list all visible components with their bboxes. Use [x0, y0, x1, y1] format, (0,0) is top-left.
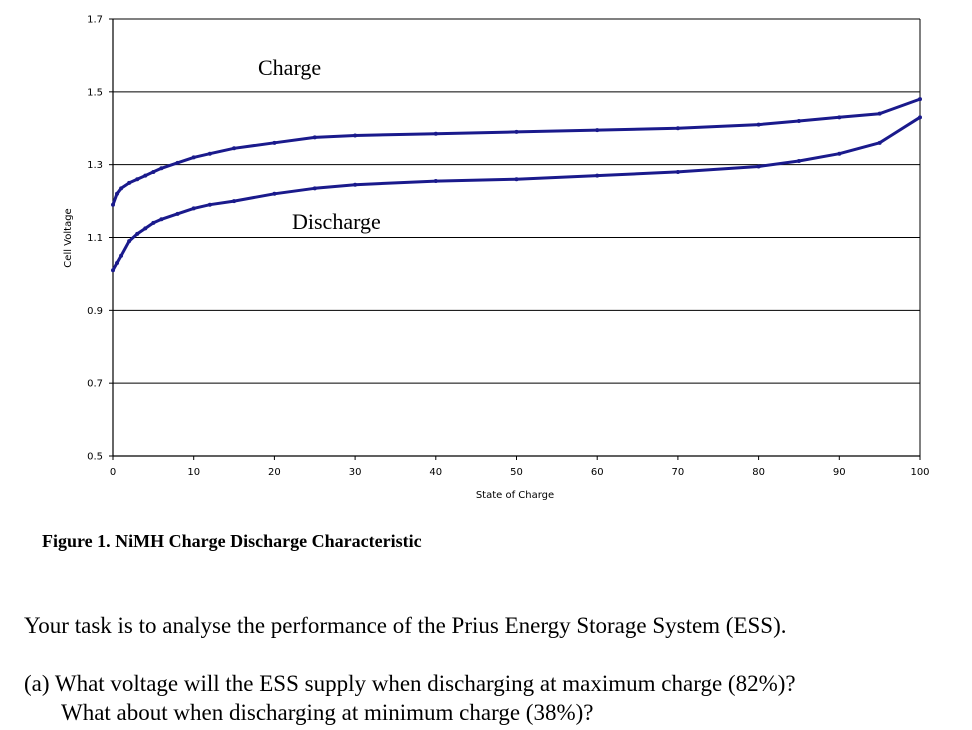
data-point-discharge — [175, 211, 180, 216]
data-point-charge — [796, 118, 801, 123]
data-point-discharge — [135, 231, 140, 236]
series-label-charge: Charge — [258, 55, 321, 80]
y-tick-label: 1.5 — [87, 87, 103, 98]
data-point-charge — [151, 169, 156, 174]
series-line-charge — [111, 97, 921, 206]
data-point-discharge — [207, 202, 212, 207]
data-point-charge — [312, 135, 317, 140]
y-tick-label: 1.7 — [87, 15, 103, 26]
data-point-charge — [595, 128, 600, 133]
data-point-discharge — [151, 220, 156, 225]
data-point-charge — [353, 133, 358, 138]
data-point-charge — [119, 186, 124, 191]
data-point-discharge — [675, 169, 680, 174]
data-point-charge — [159, 166, 164, 171]
data-point-discharge — [111, 268, 115, 273]
x-tick-label: 80 — [752, 467, 765, 478]
x-tick-label: 10 — [187, 467, 200, 478]
data-point-discharge — [191, 206, 196, 211]
task-text: Your task is to analyse the performance … — [24, 613, 787, 638]
data-point-charge — [837, 115, 842, 120]
x-tick-label: 20 — [268, 467, 281, 478]
y-tick-label: 1.3 — [87, 160, 103, 171]
data-point-charge — [756, 122, 761, 127]
x-tick-label: 100 — [910, 467, 929, 478]
data-point-discharge — [159, 217, 164, 222]
gridlines — [113, 18, 920, 384]
data-point-charge — [143, 173, 148, 178]
series-label-discharge: Discharge — [292, 209, 381, 234]
series-line-discharge — [111, 116, 921, 272]
data-point-charge — [918, 97, 922, 102]
y-axis-title: Cell Voltage — [63, 208, 74, 267]
data-point-charge — [207, 151, 212, 156]
x-tick-labels: 0 10 20 30 40 50 60 70 80 90 100 — [110, 456, 930, 478]
data-point-charge — [232, 146, 237, 151]
x-tick-label: 70 — [672, 467, 685, 478]
x-tick-label: 60 — [591, 467, 604, 478]
data-point-charge — [111, 202, 115, 207]
data-point-discharge — [796, 159, 801, 164]
series-lines — [111, 97, 922, 273]
data-point-charge — [272, 140, 277, 145]
data-point-charge — [127, 180, 132, 185]
data-point-charge — [135, 177, 140, 182]
data-point-discharge — [514, 177, 519, 182]
data-point-discharge — [595, 173, 600, 178]
y-tick-label: 0.7 — [87, 379, 103, 390]
x-tick-label: 40 — [429, 467, 442, 478]
figure-caption: Figure 1. NiMH Charge Discharge Characte… — [42, 531, 422, 551]
data-point-discharge — [232, 199, 237, 204]
x-tick-label: 50 — [510, 467, 523, 478]
data-point-charge — [675, 126, 680, 131]
y-tick-label: 0.9 — [87, 306, 103, 317]
data-point-charge — [175, 160, 180, 165]
y-tick-label: 0.5 — [87, 452, 103, 463]
data-point-charge — [115, 191, 120, 196]
x-axis-title: State of Charge — [476, 490, 554, 501]
y-tick-labels: 0.5 0.7 0.9 1.1 1.3 1.5 1.7 — [87, 15, 113, 463]
data-point-discharge — [272, 191, 277, 196]
data-point-charge — [514, 129, 519, 134]
data-point-charge — [191, 155, 196, 160]
x-tick-label: 30 — [349, 467, 362, 478]
data-point-discharge — [877, 140, 882, 145]
question-a-line2: What about when discharging at minimum c… — [61, 700, 594, 725]
x-tick-label: 90 — [833, 467, 846, 478]
data-point-charge — [877, 111, 882, 116]
data-point-discharge — [127, 239, 132, 244]
x-tick-label: 0 — [110, 467, 116, 478]
data-point-discharge — [433, 179, 438, 184]
data-point-discharge — [353, 182, 358, 187]
data-point-discharge — [143, 226, 148, 231]
data-point-discharge — [837, 151, 842, 156]
data-point-discharge — [756, 164, 761, 169]
y-tick-label: 1.1 — [87, 233, 103, 244]
data-point-charge — [433, 131, 438, 136]
data-point-discharge — [119, 253, 124, 258]
data-point-discharge — [115, 260, 120, 265]
nimh-chart: 0.5 0.7 0.9 1.1 1.3 1.5 1.7 0 10 20 30 40 50 60 70 80 9… — [63, 15, 930, 502]
data-point-discharge — [918, 115, 922, 120]
data-point-discharge — [312, 186, 317, 191]
question-a-line1: (a) What voltage will the ESS supply whe… — [24, 671, 796, 696]
